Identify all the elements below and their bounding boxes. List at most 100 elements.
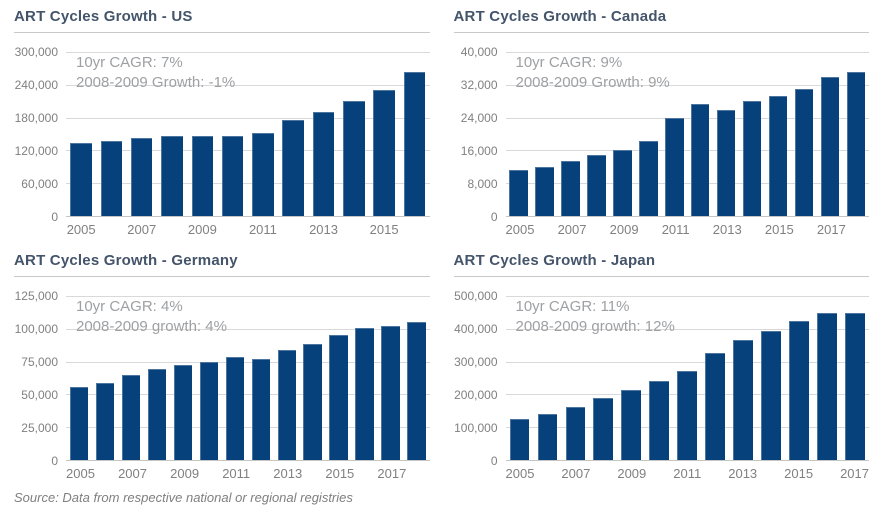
- x-tick-label: [794, 222, 817, 239]
- y-tick-label: 16,000: [460, 144, 498, 158]
- y-tick-label: 100,000: [14, 322, 58, 336]
- annotation-growth: 2008-2009 growth: 4%: [76, 318, 227, 335]
- bar-2006: [100, 141, 123, 216]
- bar-slot: [506, 52, 532, 216]
- y-axis: 125,000 100,000 75,000 50,000 25,000 0: [14, 289, 66, 468]
- gridline: [66, 394, 430, 396]
- x-tick-label: 2017: [816, 222, 846, 237]
- bar-2010: [639, 141, 658, 216]
- x-tick-label: [95, 466, 118, 483]
- y-tick-label: 100,000: [454, 421, 498, 435]
- x-tick-label: [534, 466, 561, 483]
- bar-2012: [705, 352, 726, 460]
- bar-slot: [300, 296, 326, 460]
- bar-2007: [130, 138, 153, 216]
- bar-slot: [66, 296, 92, 460]
- bar-slot: [531, 52, 557, 216]
- bar-2018: [846, 71, 866, 216]
- y-tick-label: 50,000: [21, 388, 58, 402]
- bar-2013: [277, 350, 296, 460]
- bar-2015: [373, 89, 395, 216]
- bar-2012: [251, 358, 270, 460]
- x-tick-label: 2005: [505, 466, 535, 481]
- bar-2017: [820, 77, 840, 216]
- x-axis: 2005 2007 2009 2011 2013 2015 2017: [506, 461, 870, 483]
- chart-title: ART Cycles Growth - US: [14, 8, 193, 25]
- bar-slot: [144, 296, 170, 460]
- bar-slot: [765, 52, 791, 216]
- bar-slot: [196, 296, 222, 460]
- chart-japan: ART Cycles Growth - Japan 500,000 400,000…: [453, 252, 870, 483]
- bar-2009: [191, 136, 214, 216]
- bar-2006: [537, 414, 558, 460]
- y-tick-label: 60,000: [21, 177, 58, 191]
- x-tick-label: [813, 466, 840, 483]
- chart-us: ART Cycles Growth - US 300,000 240,000 180…: [14, 8, 430, 239]
- bar-2005: [69, 386, 89, 460]
- bar-2014: [343, 101, 365, 216]
- bar-slot: [583, 52, 609, 216]
- bar-slot: [739, 52, 765, 216]
- chart-annotation: 10yr CAGR: 7% 2008-2009 Growth: -1%: [76, 53, 235, 93]
- x-tick-label: 2015: [369, 222, 399, 237]
- gridline: [505, 150, 869, 152]
- x-tick-label: [742, 222, 765, 239]
- gridline: [505, 361, 869, 363]
- annotation-cagr: 10yr CAGR: 11%: [515, 298, 630, 315]
- y-tick-label: 300,000: [14, 45, 58, 59]
- x-axis: 2005 2007 2009 2011 2013 2015: [66, 217, 430, 239]
- bar-slot: [701, 296, 729, 460]
- bar-2010: [649, 380, 670, 460]
- x-tick-label: 2013: [712, 222, 742, 237]
- y-tick-label: 500,000: [454, 289, 498, 303]
- bars-container: [66, 296, 430, 460]
- title-divider: [453, 276, 869, 277]
- x-tick-label: [590, 466, 617, 483]
- y-tick-label: 0: [51, 454, 58, 468]
- x-tick-label: [96, 222, 126, 239]
- bar-slot: [661, 52, 687, 216]
- gridline: [66, 150, 430, 152]
- x-tick-label: 2013: [273, 466, 303, 481]
- bar-slot: [687, 52, 713, 216]
- annotation-cagr: 10yr CAGR: 7%: [76, 54, 183, 71]
- y-axis: 40,000 32,000 24,000 16,000 8,000 0: [454, 45, 506, 224]
- chart-canada: ART Cycles Growth - Canada 40,000 32,000 2…: [453, 8, 869, 239]
- x-tick-label: 2011: [673, 466, 702, 481]
- y-tick-label: 8,000: [467, 177, 498, 191]
- bar-slot: [222, 296, 248, 460]
- x-tick-label: [701, 466, 728, 483]
- bar-2005: [70, 143, 92, 216]
- x-tick-label: 2017: [840, 466, 869, 481]
- x-tick-label: 2015: [764, 222, 794, 237]
- bar-slot: [617, 296, 645, 460]
- x-tick-label: [534, 222, 557, 239]
- bar-2008: [593, 397, 614, 460]
- x-tick-label: 2011: [661, 222, 690, 237]
- y-tick-label: 0: [490, 210, 498, 224]
- x-tick-label: 2009: [170, 466, 200, 481]
- x-tick-label: [846, 222, 869, 239]
- x-tick-label: 2007: [118, 466, 147, 481]
- annotation-growth: 2008-2009 Growth: 9%: [515, 74, 670, 91]
- y-tick-label: 24,000: [460, 111, 498, 125]
- x-tick-label: [690, 222, 713, 239]
- bar-2015: [768, 95, 788, 216]
- gridline: [66, 117, 430, 119]
- x-tick-label: 2017: [377, 466, 407, 481]
- y-tick-label: 40,000: [460, 45, 498, 59]
- x-tick-label: 2005: [505, 222, 535, 237]
- bar-slot: [66, 52, 96, 216]
- bar-slot: [729, 296, 757, 460]
- bar-2007: [565, 406, 586, 460]
- bar-2005: [509, 169, 528, 216]
- x-tick-label: 2007: [557, 222, 587, 237]
- chart-title: ART Cycles Growth - Canada: [453, 8, 667, 25]
- bar-2010: [199, 362, 219, 460]
- bar-slot: [118, 296, 144, 460]
- bar-slot: [248, 296, 274, 460]
- bar-slot: [274, 296, 300, 460]
- y-tick-label: 32,000: [460, 78, 498, 92]
- bar-slot: [817, 52, 843, 216]
- x-tick-label: 2005: [66, 466, 95, 481]
